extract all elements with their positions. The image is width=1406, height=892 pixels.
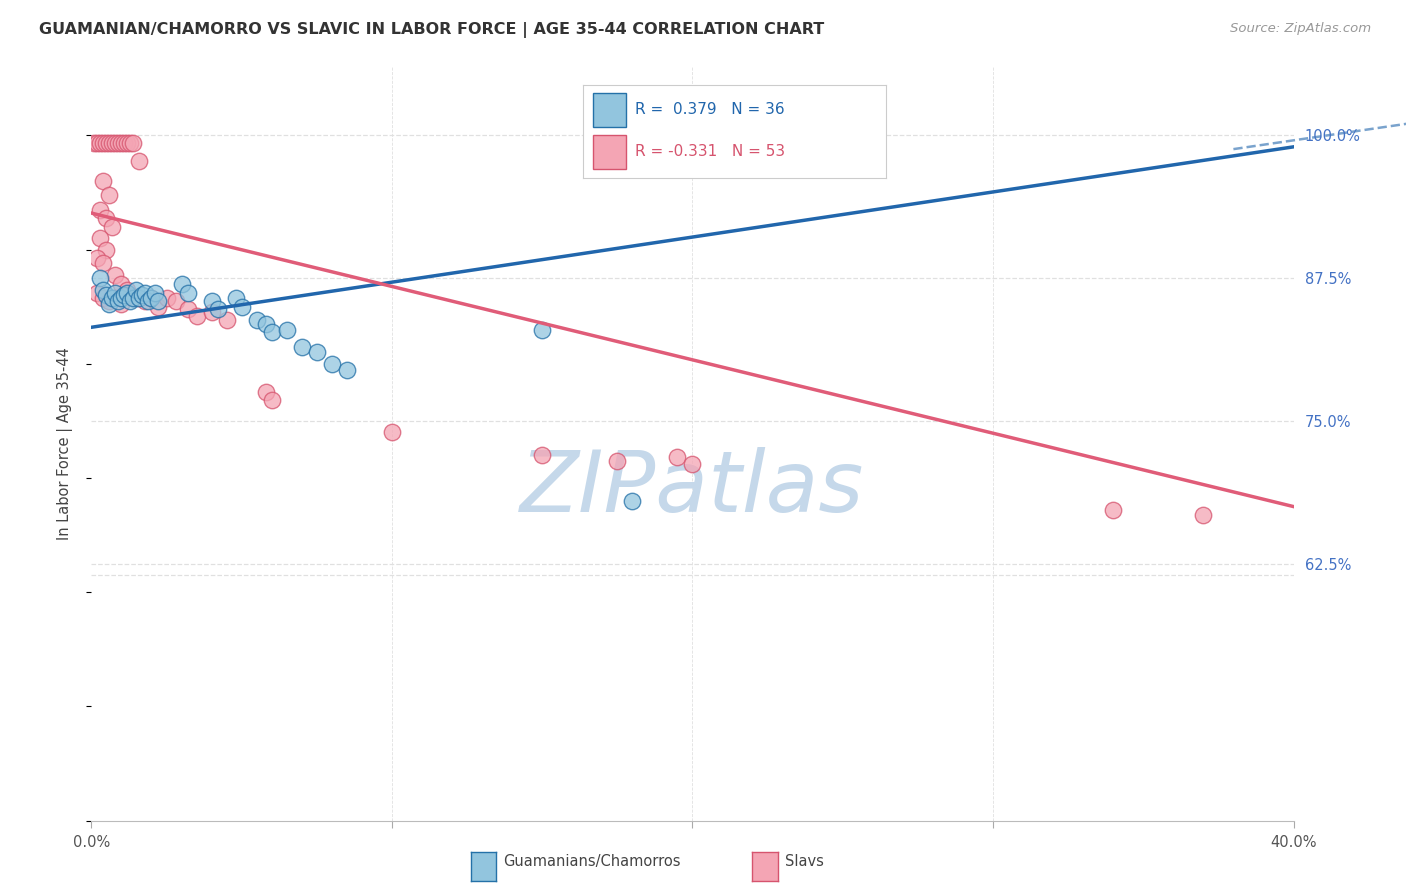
Point bbox=[141, 291, 163, 305]
Text: Source: ZipAtlas.com: Source: ZipAtlas.com bbox=[1230, 22, 1371, 36]
Point bbox=[110, 297, 132, 311]
Point bbox=[117, 136, 139, 151]
Point bbox=[141, 291, 163, 305]
Point bbox=[122, 291, 145, 305]
Point bbox=[117, 286, 139, 301]
Point bbox=[89, 136, 111, 151]
Point bbox=[117, 288, 139, 302]
Point bbox=[98, 136, 121, 151]
Point bbox=[96, 243, 118, 257]
Point bbox=[98, 187, 121, 202]
Text: GUAMANIAN/CHAMORRO VS SLAVIC IN LABOR FORCE | AGE 35-44 CORRELATION CHART: GUAMANIAN/CHAMORRO VS SLAVIC IN LABOR FO… bbox=[39, 22, 824, 38]
Point bbox=[176, 286, 198, 301]
Point bbox=[114, 136, 136, 151]
Point bbox=[104, 136, 127, 151]
Point bbox=[336, 362, 359, 376]
Point bbox=[107, 293, 129, 308]
Point bbox=[86, 286, 108, 301]
Text: ZIPatlas: ZIPatlas bbox=[520, 448, 865, 531]
Point bbox=[98, 297, 121, 311]
Point bbox=[146, 293, 169, 308]
Point bbox=[96, 211, 118, 225]
Point bbox=[104, 268, 127, 282]
FancyBboxPatch shape bbox=[592, 93, 626, 127]
Point bbox=[138, 293, 160, 308]
Point bbox=[89, 231, 111, 245]
Point bbox=[117, 283, 139, 297]
Point bbox=[606, 454, 628, 468]
Point bbox=[254, 385, 277, 400]
Point bbox=[155, 291, 177, 305]
Point bbox=[101, 136, 124, 151]
Point bbox=[681, 458, 703, 472]
Point bbox=[114, 288, 136, 302]
Text: R =  0.379   N = 36: R = 0.379 N = 36 bbox=[636, 102, 785, 117]
Point bbox=[531, 322, 554, 336]
Point bbox=[128, 291, 150, 305]
Point bbox=[93, 174, 115, 188]
Y-axis label: In Labor Force | Age 35-44: In Labor Force | Age 35-44 bbox=[56, 347, 73, 541]
Point bbox=[134, 286, 156, 301]
Point bbox=[305, 345, 328, 359]
Point bbox=[254, 317, 277, 331]
Point bbox=[89, 271, 111, 285]
Point bbox=[231, 300, 253, 314]
Text: Slavs: Slavs bbox=[785, 855, 824, 869]
Point bbox=[134, 293, 156, 308]
Point bbox=[1102, 503, 1125, 517]
Point bbox=[96, 288, 118, 302]
Point bbox=[125, 283, 148, 297]
Point bbox=[291, 340, 314, 354]
Point bbox=[143, 286, 166, 301]
Point bbox=[104, 286, 127, 301]
Point bbox=[93, 256, 115, 270]
Point bbox=[93, 291, 115, 305]
Point bbox=[86, 251, 108, 265]
Point bbox=[1192, 508, 1215, 522]
FancyBboxPatch shape bbox=[592, 136, 626, 169]
Point bbox=[246, 313, 269, 327]
Point bbox=[276, 322, 298, 336]
Point bbox=[122, 136, 145, 151]
Point bbox=[98, 293, 121, 308]
Point bbox=[621, 494, 644, 508]
Point bbox=[201, 293, 224, 308]
Point bbox=[104, 291, 127, 305]
Point bbox=[260, 393, 283, 408]
Point bbox=[165, 293, 187, 308]
Point bbox=[260, 325, 283, 339]
Point bbox=[125, 291, 148, 305]
Text: Guamanians/Chamorros: Guamanians/Chamorros bbox=[503, 855, 681, 869]
Point bbox=[89, 202, 111, 217]
Point bbox=[666, 450, 689, 465]
Text: R = -0.331   N = 53: R = -0.331 N = 53 bbox=[636, 145, 785, 159]
Point bbox=[201, 305, 224, 319]
Point bbox=[110, 277, 132, 291]
Point bbox=[96, 136, 118, 151]
Point bbox=[101, 291, 124, 305]
Point bbox=[225, 291, 247, 305]
Point bbox=[170, 277, 193, 291]
Point bbox=[531, 448, 554, 462]
Point bbox=[186, 309, 208, 323]
Point bbox=[86, 136, 108, 151]
Point bbox=[93, 136, 115, 151]
Point bbox=[93, 283, 115, 297]
Point bbox=[110, 291, 132, 305]
Point bbox=[120, 136, 142, 151]
Point bbox=[110, 136, 132, 151]
Point bbox=[131, 288, 153, 302]
Point bbox=[215, 313, 238, 327]
Point bbox=[207, 301, 229, 316]
Point bbox=[128, 153, 150, 168]
Point bbox=[101, 219, 124, 234]
Point bbox=[83, 136, 105, 151]
Point bbox=[120, 293, 142, 308]
Point bbox=[321, 357, 343, 371]
Point bbox=[146, 300, 169, 314]
Point bbox=[381, 425, 404, 440]
Point bbox=[107, 136, 129, 151]
Point bbox=[176, 301, 198, 316]
